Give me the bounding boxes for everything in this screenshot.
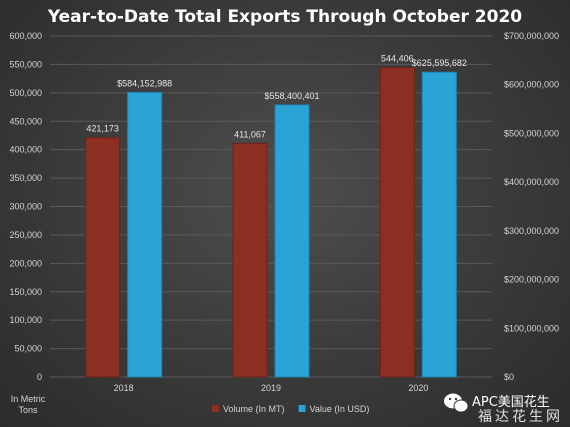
left-tick-label: 450,000 bbox=[9, 116, 42, 126]
left-tick-label: 100,000 bbox=[9, 315, 42, 325]
wechat-icon bbox=[444, 393, 469, 413]
data-label-value-2019: $558,400,401 bbox=[264, 91, 319, 101]
right-tick-label: $100,000,000 bbox=[504, 323, 559, 333]
right-tick-label: $600,000,000 bbox=[504, 80, 559, 90]
category-label: 2020 bbox=[408, 383, 428, 393]
legend-swatch-volume bbox=[212, 405, 219, 412]
bar-value-2019 bbox=[274, 104, 310, 378]
left-tick-label: 0 bbox=[37, 372, 42, 382]
left-tick-label: 500,000 bbox=[9, 88, 42, 98]
bar-value-2018 bbox=[127, 91, 163, 378]
watermark-text: APC美国花生 bbox=[472, 394, 550, 410]
right-axis-ticks: $700,000,000 $600,000,000 $500,000,000 $400… bbox=[504, 31, 559, 382]
left-tick-label: 350,000 bbox=[9, 173, 42, 183]
data-labels: 421,173 $584,152,988 411,067 $558,400,401 54… bbox=[86, 54, 466, 140]
legend-swatch-value bbox=[298, 405, 306, 412]
right-tick-label: $0 bbox=[504, 372, 514, 382]
bar-value-2020 bbox=[421, 71, 457, 378]
legend-label-volume: Volume (In MT) bbox=[223, 404, 285, 414]
right-tick-label: $400,000,000 bbox=[504, 177, 559, 187]
data-label-value-2018: $584,152,988 bbox=[117, 78, 172, 88]
chart-title: Year-to-Date Total Exports Through Octob… bbox=[47, 7, 522, 27]
bar-volume-2019 bbox=[232, 142, 268, 378]
gridlines bbox=[50, 35, 492, 378]
left-axis-unit-label: In Metric Tons bbox=[11, 394, 46, 415]
left-tick-label: 300,000 bbox=[9, 202, 42, 212]
category-labels: 2018 2019 2020 bbox=[114, 383, 429, 393]
right-tick-label: $700,000,000 bbox=[504, 31, 559, 41]
category-label: 2018 bbox=[114, 383, 134, 393]
watermark: APC美国花生 福达花生网 bbox=[444, 393, 563, 425]
data-label-value-2020: $625,595,682 bbox=[412, 58, 467, 68]
right-tick-label: $300,000,000 bbox=[504, 226, 559, 236]
right-tick-label: $200,000,000 bbox=[504, 275, 559, 285]
left-tick-label: 150,000 bbox=[9, 287, 42, 297]
left-tick-label: 400,000 bbox=[9, 145, 42, 155]
right-tick-label: $500,000,000 bbox=[504, 128, 559, 138]
left-tick-label: 250,000 bbox=[9, 230, 42, 240]
left-tick-label: 550,000 bbox=[9, 59, 42, 69]
bars bbox=[85, 67, 457, 378]
category-label: 2019 bbox=[261, 383, 281, 393]
left-axis-ticks: 600,000 550,000 500,000 450,000 400,000 350,0… bbox=[9, 31, 42, 382]
data-label-volume-2019: 411,067 bbox=[234, 129, 266, 139]
legend: Volume (In MT) Value (In USD) bbox=[212, 404, 369, 414]
left-tick-label: 50,000 bbox=[14, 344, 42, 354]
left-tick-label: 600,000 bbox=[9, 31, 42, 41]
watermark-subtext: 福达花生网 bbox=[478, 409, 563, 425]
left-tick-label: 200,000 bbox=[9, 258, 42, 268]
legend-label-value: Value (In USD) bbox=[310, 404, 370, 414]
bar-volume-2020 bbox=[379, 67, 415, 378]
data-label-volume-2020: 544,406 bbox=[381, 54, 414, 64]
data-label-volume-2018: 421,173 bbox=[86, 124, 119, 134]
bar-volume-2018 bbox=[85, 137, 121, 378]
